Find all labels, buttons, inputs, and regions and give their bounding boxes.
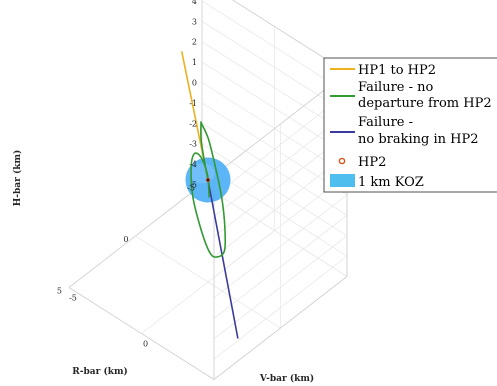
z-tick-label: -1 bbox=[189, 99, 197, 108]
y-tick-label: -5 bbox=[187, 184, 195, 193]
z-tick-label: 4 bbox=[192, 0, 197, 6]
z-tick-label: 2 bbox=[192, 38, 197, 47]
y-axis-label: R-bar (km) bbox=[72, 366, 128, 377]
legend-label-hp1-to-hp2: HP1 to HP2 bbox=[358, 63, 436, 78]
box-edge bbox=[68, 287, 215, 380]
box-edge bbox=[213, 276, 348, 380]
grid-line bbox=[201, 184, 348, 277]
series-no-braking bbox=[207, 179, 239, 339]
z-tick-label: 3 bbox=[192, 17, 197, 26]
legend-label-no-braking-line2: no braking in HP2 bbox=[358, 132, 479, 147]
z-tick-label: -3 bbox=[189, 140, 197, 149]
y-tick-label: 0 bbox=[123, 235, 128, 244]
z-tick-label: -5 bbox=[189, 181, 197, 190]
z-tick-label: 0 bbox=[192, 79, 197, 88]
hp2-marker bbox=[205, 177, 211, 183]
x-tick-label: 0 bbox=[143, 340, 148, 349]
legend-label-no-departure-line2: departure from HP2 bbox=[358, 96, 492, 111]
legend-label-koz: 1 km KOZ bbox=[358, 175, 424, 190]
series-group bbox=[180, 51, 239, 339]
legend-swatch-koz bbox=[330, 174, 355, 187]
series-no-departure bbox=[190, 121, 227, 258]
legend-marker-hp2 bbox=[338, 157, 346, 165]
z-tick-label: -2 bbox=[189, 119, 197, 128]
tick-labels: 543210-1-2-3-4-550-5-505 bbox=[57, 0, 221, 386]
legend-label-hp2: HP2 bbox=[358, 155, 386, 170]
legend-label-no-departure-line1: Failure - no bbox=[358, 80, 434, 95]
legend-box bbox=[323, 57, 497, 193]
legend-label-no-braking-line1: Failure - bbox=[358, 115, 413, 130]
legend: HP1 to HP2 Failure - no departure from H… bbox=[323, 57, 497, 193]
z-axis-label: H-bar (km) bbox=[12, 150, 23, 207]
box-edge bbox=[68, 184, 203, 288]
z-tick-label: -4 bbox=[189, 160, 197, 169]
z-tick-label: 1 bbox=[192, 58, 197, 67]
y-tick-label: 5 bbox=[57, 287, 62, 296]
x-tick-label: -5 bbox=[69, 294, 77, 303]
box-edge bbox=[231, 0, 348, 73]
grid-line bbox=[135, 235, 281, 329]
x-axis-label: V-bar (km) bbox=[259, 373, 314, 384]
